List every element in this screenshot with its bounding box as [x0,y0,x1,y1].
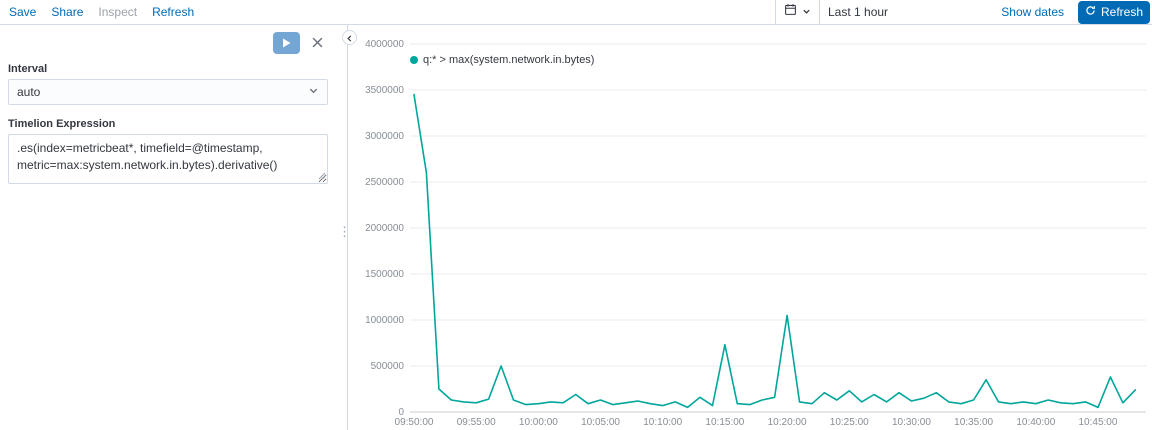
expression-textarea[interactable]: .es(index=metricbeat*, timefield=@timest… [8,134,328,184]
svg-text:0: 0 [398,407,404,418]
time-range-label[interactable]: Last 1 hour [828,5,889,19]
calendar-icon [784,3,797,21]
svg-text:10:15:00: 10:15:00 [705,417,744,428]
svg-text:10:35:00: 10:35:00 [954,417,993,428]
time-picker: Last 1 hour Show dates Refresh [775,0,1152,24]
timelion-chart-area: q:* > max(system.network.in.bytes) 0 5000… [348,25,1152,430]
nav-save[interactable]: Save [9,5,37,19]
interval-select[interactable]: auto [8,79,328,105]
expression-field-wrap: .es(index=metricbeat*, timefield=@timest… [8,134,328,189]
close-panel-button[interactable] [306,32,328,54]
svg-text:1000000: 1000000 [365,315,404,326]
collapse-panel-button[interactable] [342,30,357,45]
chevron-down-icon [802,3,811,21]
svg-text:500000: 500000 [371,361,405,372]
svg-text:09:50:00: 09:50:00 [395,417,434,428]
svg-text:10:00:00: 10:00:00 [519,417,558,428]
svg-text:10:30:00: 10:30:00 [892,417,931,428]
quick-select-button[interactable] [775,0,820,24]
svg-text:10:40:00: 10:40:00 [1016,417,1055,428]
svg-text:10:25:00: 10:25:00 [830,417,869,428]
nav-share[interactable]: Share [51,5,84,19]
svg-text:09:55:00: 09:55:00 [457,417,496,428]
play-icon [282,36,291,51]
editor-toolbar [8,32,328,54]
svg-text:3000000: 3000000 [365,131,404,142]
close-icon [312,36,323,51]
refresh-icon [1085,5,1096,19]
svg-text:3500000: 3500000 [365,85,404,96]
svg-text:2000000: 2000000 [365,223,404,234]
svg-text:10:10:00: 10:10:00 [643,417,682,428]
expression-label: Timelion Expression [8,118,116,130]
show-dates-link[interactable]: Show dates [1001,5,1064,19]
top-bar: Save Share Inspect Refresh Last 1 hour S… [0,0,1152,25]
time-range-area[interactable]: Last 1 hour Show dates [820,0,1072,24]
interval-label: Interval [8,63,48,75]
svg-text:2500000: 2500000 [365,177,404,188]
svg-text:4000000: 4000000 [365,39,404,50]
timeseries-line-chart[interactable]: 0 500000 1000000 1500000 2000000 2500000 30000… [348,25,1152,430]
interval-value: auto [17,85,41,99]
svg-text:1500000: 1500000 [365,269,404,280]
nav-inspect: Inspect [98,5,138,19]
chevron-down-icon [308,85,319,99]
refresh-button-label: Refresh [1100,5,1144,19]
svg-text:10:45:00: 10:45:00 [1079,417,1118,428]
legend-series-dot [410,56,418,64]
run-expression-button[interactable] [273,32,300,54]
top-nav-links: Save Share Inspect Refresh [0,5,194,19]
chart-legend[interactable]: q:* > max(system.network.in.bytes) [410,54,594,66]
svg-text:10:05:00: 10:05:00 [581,417,620,428]
panel-resize-gutter[interactable]: ⋮ [336,25,351,430]
svg-text:10:20:00: 10:20:00 [768,417,807,428]
nav-refresh[interactable]: Refresh [152,5,195,19]
refresh-button[interactable]: Refresh [1078,0,1150,24]
timelion-editor-panel: Interval auto Timelion Expression .es(in… [0,25,336,430]
drag-dots-icon: ⋮ [338,224,351,239]
collapse-left-icon [346,30,353,45]
legend-series-label: q:* > max(system.network.in.bytes) [423,54,595,66]
